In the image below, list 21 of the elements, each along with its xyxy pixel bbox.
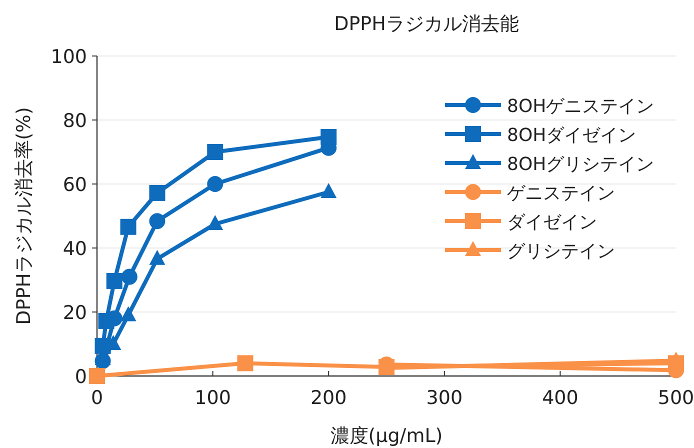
x-tick-label: 0	[90, 387, 104, 409]
y-axis-title: DPPHラジカル消去率(%)	[13, 107, 35, 325]
x-tick-label: 400	[542, 387, 578, 409]
legend-label: 8OHグリシテイン	[507, 154, 654, 175]
chart-title: DPPHラジカル消去能	[334, 13, 519, 35]
y-tick-label: 100	[50, 46, 87, 68]
x-tick-label: 300	[426, 387, 463, 409]
legend-label: 8OHゲニステイン	[507, 96, 654, 117]
y-tick-label: 0	[74, 366, 87, 388]
x-tick-label: 500	[658, 387, 694, 409]
y-tick-label: 40	[62, 238, 87, 260]
y-tick-label: 20	[62, 302, 87, 324]
y-tick-label: 80	[62, 110, 87, 132]
legend-label: 8OHダイゼイン	[507, 125, 636, 146]
x-tick-label: 200	[310, 387, 347, 409]
legend-label: グリシテイン	[507, 241, 615, 262]
y-tick-label: 60	[62, 174, 87, 196]
legend-label: ダイゼイン	[507, 212, 597, 233]
legend-label: ゲニステイン	[507, 183, 615, 204]
x-axis-title: 濃度(µg/mL)	[330, 425, 443, 447]
x-tick-label: 100	[194, 387, 231, 409]
